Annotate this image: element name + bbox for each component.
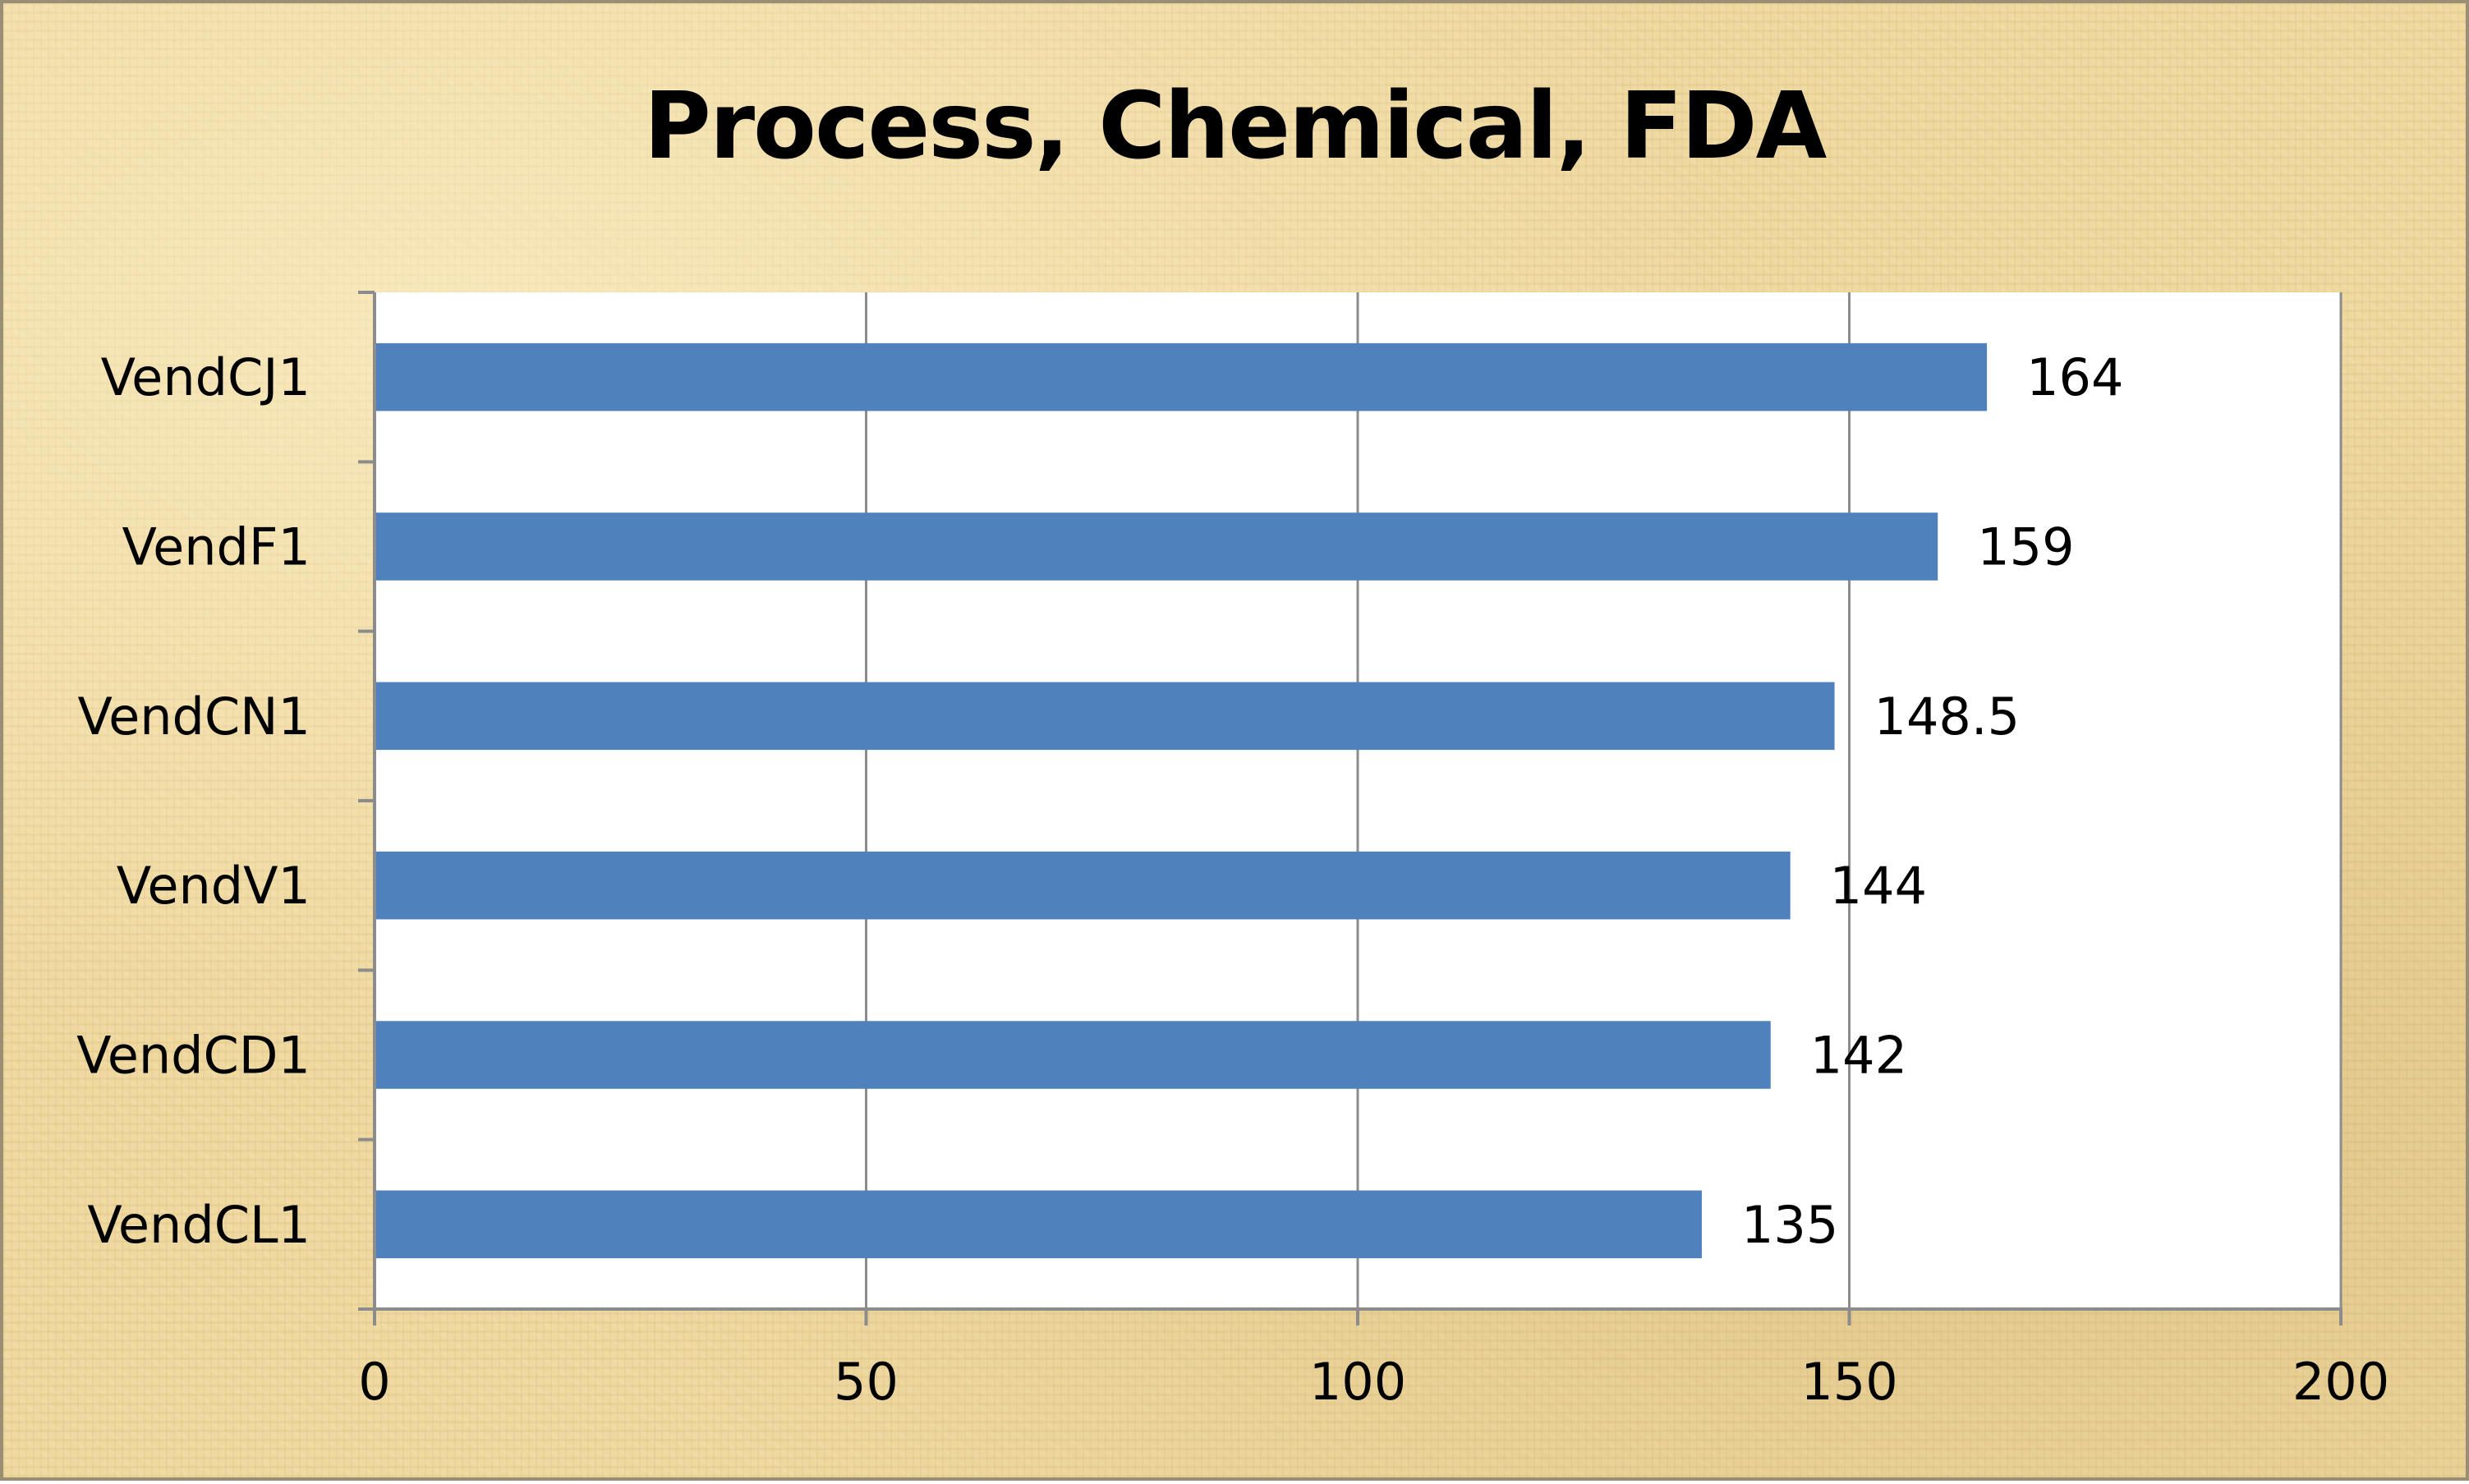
x-tick-label-100: 100 bbox=[1309, 1352, 1406, 1412]
category-label-vendf1: VendF1 bbox=[122, 517, 310, 577]
x-tick-label-150: 150 bbox=[1800, 1352, 1897, 1412]
bar-vendf1 bbox=[375, 512, 1938, 581]
chart-title: Process, Chemical, FDA bbox=[643, 73, 1828, 180]
data-label-vendcj1: 164 bbox=[2026, 347, 2123, 407]
category-label-vendv1: VendV1 bbox=[117, 856, 310, 916]
x-tick-label-0: 0 bbox=[358, 1352, 390, 1412]
bar-vendcl1 bbox=[375, 1190, 1702, 1259]
bar-vendcd1 bbox=[375, 1021, 1771, 1089]
data-label-vendv1: 144 bbox=[1830, 856, 1927, 916]
data-label-vendf1: 159 bbox=[1977, 517, 2074, 577]
data-label-vendcl1: 135 bbox=[1741, 1195, 1838, 1255]
bars bbox=[375, 342, 1988, 1259]
category-label-vendcn1: VendCN1 bbox=[77, 687, 310, 747]
category-label-vendcl1: VendCL1 bbox=[87, 1195, 310, 1255]
x-tick-label-50: 50 bbox=[834, 1352, 899, 1412]
gridlines bbox=[865, 292, 2343, 1309]
bar-vendcn1 bbox=[375, 682, 1835, 751]
category-label-vendcj1: VendCJ1 bbox=[101, 347, 310, 407]
labels: 0 50 100 150 200 VendCJ1 164 VendF1 159 VendCN1 14… bbox=[76, 347, 2389, 1412]
bar-vendcj1 bbox=[375, 342, 1988, 411]
category-label-vendcd1: VendCD1 bbox=[76, 1026, 310, 1086]
bar-chart: 0 50 100 150 200 VendCJ1 164 VendF1 159 VendCN1 14… bbox=[76, 291, 2389, 1412]
data-label-vendcn1: 148.5 bbox=[1874, 687, 2021, 747]
bar-vendv1 bbox=[375, 851, 1791, 920]
axes bbox=[358, 291, 2343, 1325]
x-tick-label-200: 200 bbox=[2292, 1352, 2389, 1412]
data-label-vendcd1: 142 bbox=[1810, 1026, 1907, 1086]
